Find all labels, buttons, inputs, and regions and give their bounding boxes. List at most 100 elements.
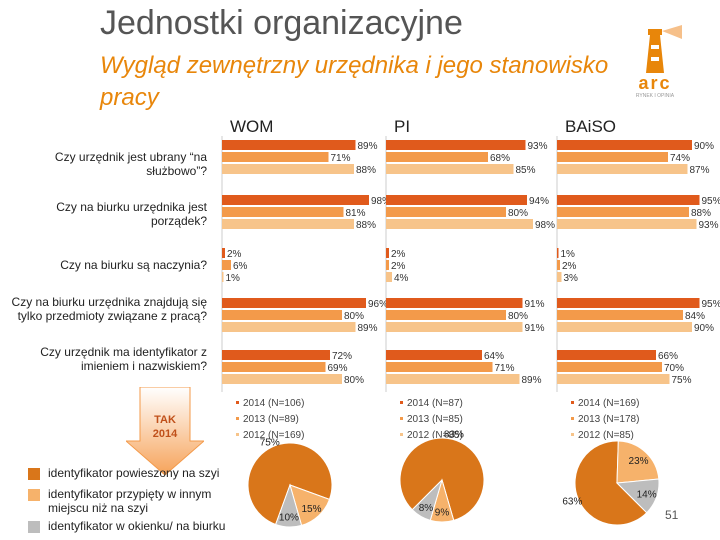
bar-baiso-2013 [557, 260, 560, 270]
bar-wom-2012 [222, 164, 354, 174]
bar-pi-2013 [386, 260, 389, 270]
legend-swatch [28, 521, 40, 533]
legend-marker [571, 401, 574, 404]
legend-marker [400, 417, 403, 420]
bar-value-label: 93% [528, 141, 548, 152]
legend-marker [236, 401, 239, 404]
pie-value-label: 10% [279, 512, 299, 523]
legend-label: 2013 (N=178) [578, 414, 639, 425]
legend-label: 2013 (N=85) [407, 414, 463, 425]
bar-baiso-2012 [557, 164, 688, 174]
bar-value-label: 85% [516, 165, 536, 176]
bar-wom-2013 [222, 152, 329, 162]
legend-label: 2013 (N=89) [243, 414, 299, 425]
bar-pi-2013 [386, 362, 493, 372]
bar-value-label: 2% [227, 249, 242, 260]
bar-pi-2012 [386, 219, 533, 229]
pie-value-label: 63% [562, 497, 582, 508]
logo-subtext: RYNEK I OPINIA [635, 93, 675, 99]
group-header-pi: PI [394, 117, 411, 136]
bar-value-label: 69% [328, 363, 348, 374]
pie-slice-baiso [616, 440, 660, 484]
bar-pi-2012 [386, 374, 520, 384]
bar-value-label: 2% [391, 261, 406, 272]
legend-label: identyfikator powieszony na szyi [48, 466, 220, 480]
pie-slice-pi [411, 479, 443, 521]
bar-baiso-2014 [557, 195, 700, 205]
bar-wom-2014 [222, 140, 356, 150]
legend-label: 2012 (N=169) [243, 430, 304, 441]
logo-text: arc [638, 73, 672, 93]
bar-pi-2014 [386, 248, 389, 258]
bar-value-label: 88% [356, 220, 376, 231]
bar-baiso-2013 [557, 207, 689, 217]
bar-baiso-2014 [557, 350, 656, 360]
bar-value-label: 80% [508, 208, 528, 219]
bar-value-label: 88% [356, 165, 376, 176]
bar-baiso-2012 [557, 272, 562, 282]
page-number: 51 [665, 508, 679, 522]
bar-value-label: 80% [344, 375, 364, 386]
bar-pi-2013 [386, 152, 488, 162]
bar-baiso-2014 [557, 298, 700, 308]
legend-marker [236, 417, 239, 420]
lighthouse-icon [646, 25, 682, 73]
pie-value-label: 14% [637, 490, 657, 501]
arrow-label-year: 2014 [152, 428, 178, 440]
pie-value-label: 75% [260, 437, 280, 448]
bar-wom-2014 [222, 195, 369, 205]
bar-value-label: 90% [694, 141, 714, 152]
bar-value-label: 98% [535, 220, 555, 231]
bar-value-label: 71% [331, 153, 351, 164]
legend-marker [236, 433, 239, 436]
legend-label: 2012 (N=85) [407, 430, 463, 441]
bar-baiso-2014 [557, 248, 559, 258]
pie-slice-wom [274, 483, 303, 528]
bar-value-label: 84% [685, 311, 705, 322]
question-label: Czy urzędnik jest ubrany “na służbowo”? [54, 150, 207, 178]
bar-value-label: 81% [346, 208, 366, 219]
bar-pi-2014 [386, 140, 526, 150]
bar-value-label: 64% [484, 351, 504, 362]
bar-value-label: 91% [525, 323, 545, 334]
bar-value-label: 6% [233, 261, 248, 272]
legend-marker [571, 433, 574, 436]
legend-marker [400, 401, 403, 404]
bar-wom-2012 [222, 322, 356, 332]
bar-wom-2014 [222, 350, 330, 360]
bar-value-label: 91% [525, 299, 545, 310]
bar-pi-2012 [386, 322, 523, 332]
bar-pi-2012 [386, 272, 392, 282]
bar-value-label: 95% [702, 299, 720, 310]
pie-value-label: 15% [301, 504, 321, 515]
bar-baiso-2012 [557, 219, 697, 229]
bar-value-label: 4% [394, 273, 409, 284]
bar-value-label: 98% [371, 196, 391, 207]
bar-baiso-2013 [557, 362, 662, 372]
bar-value-label: 75% [672, 375, 692, 386]
question-label: Czy na biurku są naczynia? [60, 258, 207, 272]
bar-pi-2014 [386, 350, 482, 360]
bar-pi-2012 [386, 164, 514, 174]
question-label: Czy na biurku urzędnika znajdują się tyl… [11, 295, 207, 323]
page-title: Jednostki organizacyjne [100, 4, 463, 42]
legend-swatch [28, 468, 40, 480]
bar-baiso-2013 [557, 310, 683, 320]
legend-marker [571, 417, 574, 420]
bar-wom-2012 [222, 219, 354, 229]
pie-slice-baiso [574, 440, 648, 526]
bar-wom-2013 [222, 310, 342, 320]
bar-value-label: 96% [368, 299, 388, 310]
bar-baiso-2012 [557, 322, 692, 332]
bar-value-label: 66% [658, 351, 678, 362]
bar-value-label: 1% [226, 273, 241, 284]
bar-baiso-2014 [557, 140, 692, 150]
bar-value-label: 87% [690, 165, 710, 176]
page-subtitle: Wygląd zewnętrzny urzędnika i jego stano… [100, 52, 609, 111]
bar-value-label: 89% [522, 375, 542, 386]
pie-value-label: 23% [629, 456, 649, 467]
legend-label: identyfikator przypięty w innym miejscu … [48, 487, 212, 515]
pie-slice-baiso [615, 478, 660, 514]
bar-wom-2012 [222, 374, 342, 384]
bar-value-label: 90% [694, 323, 714, 334]
